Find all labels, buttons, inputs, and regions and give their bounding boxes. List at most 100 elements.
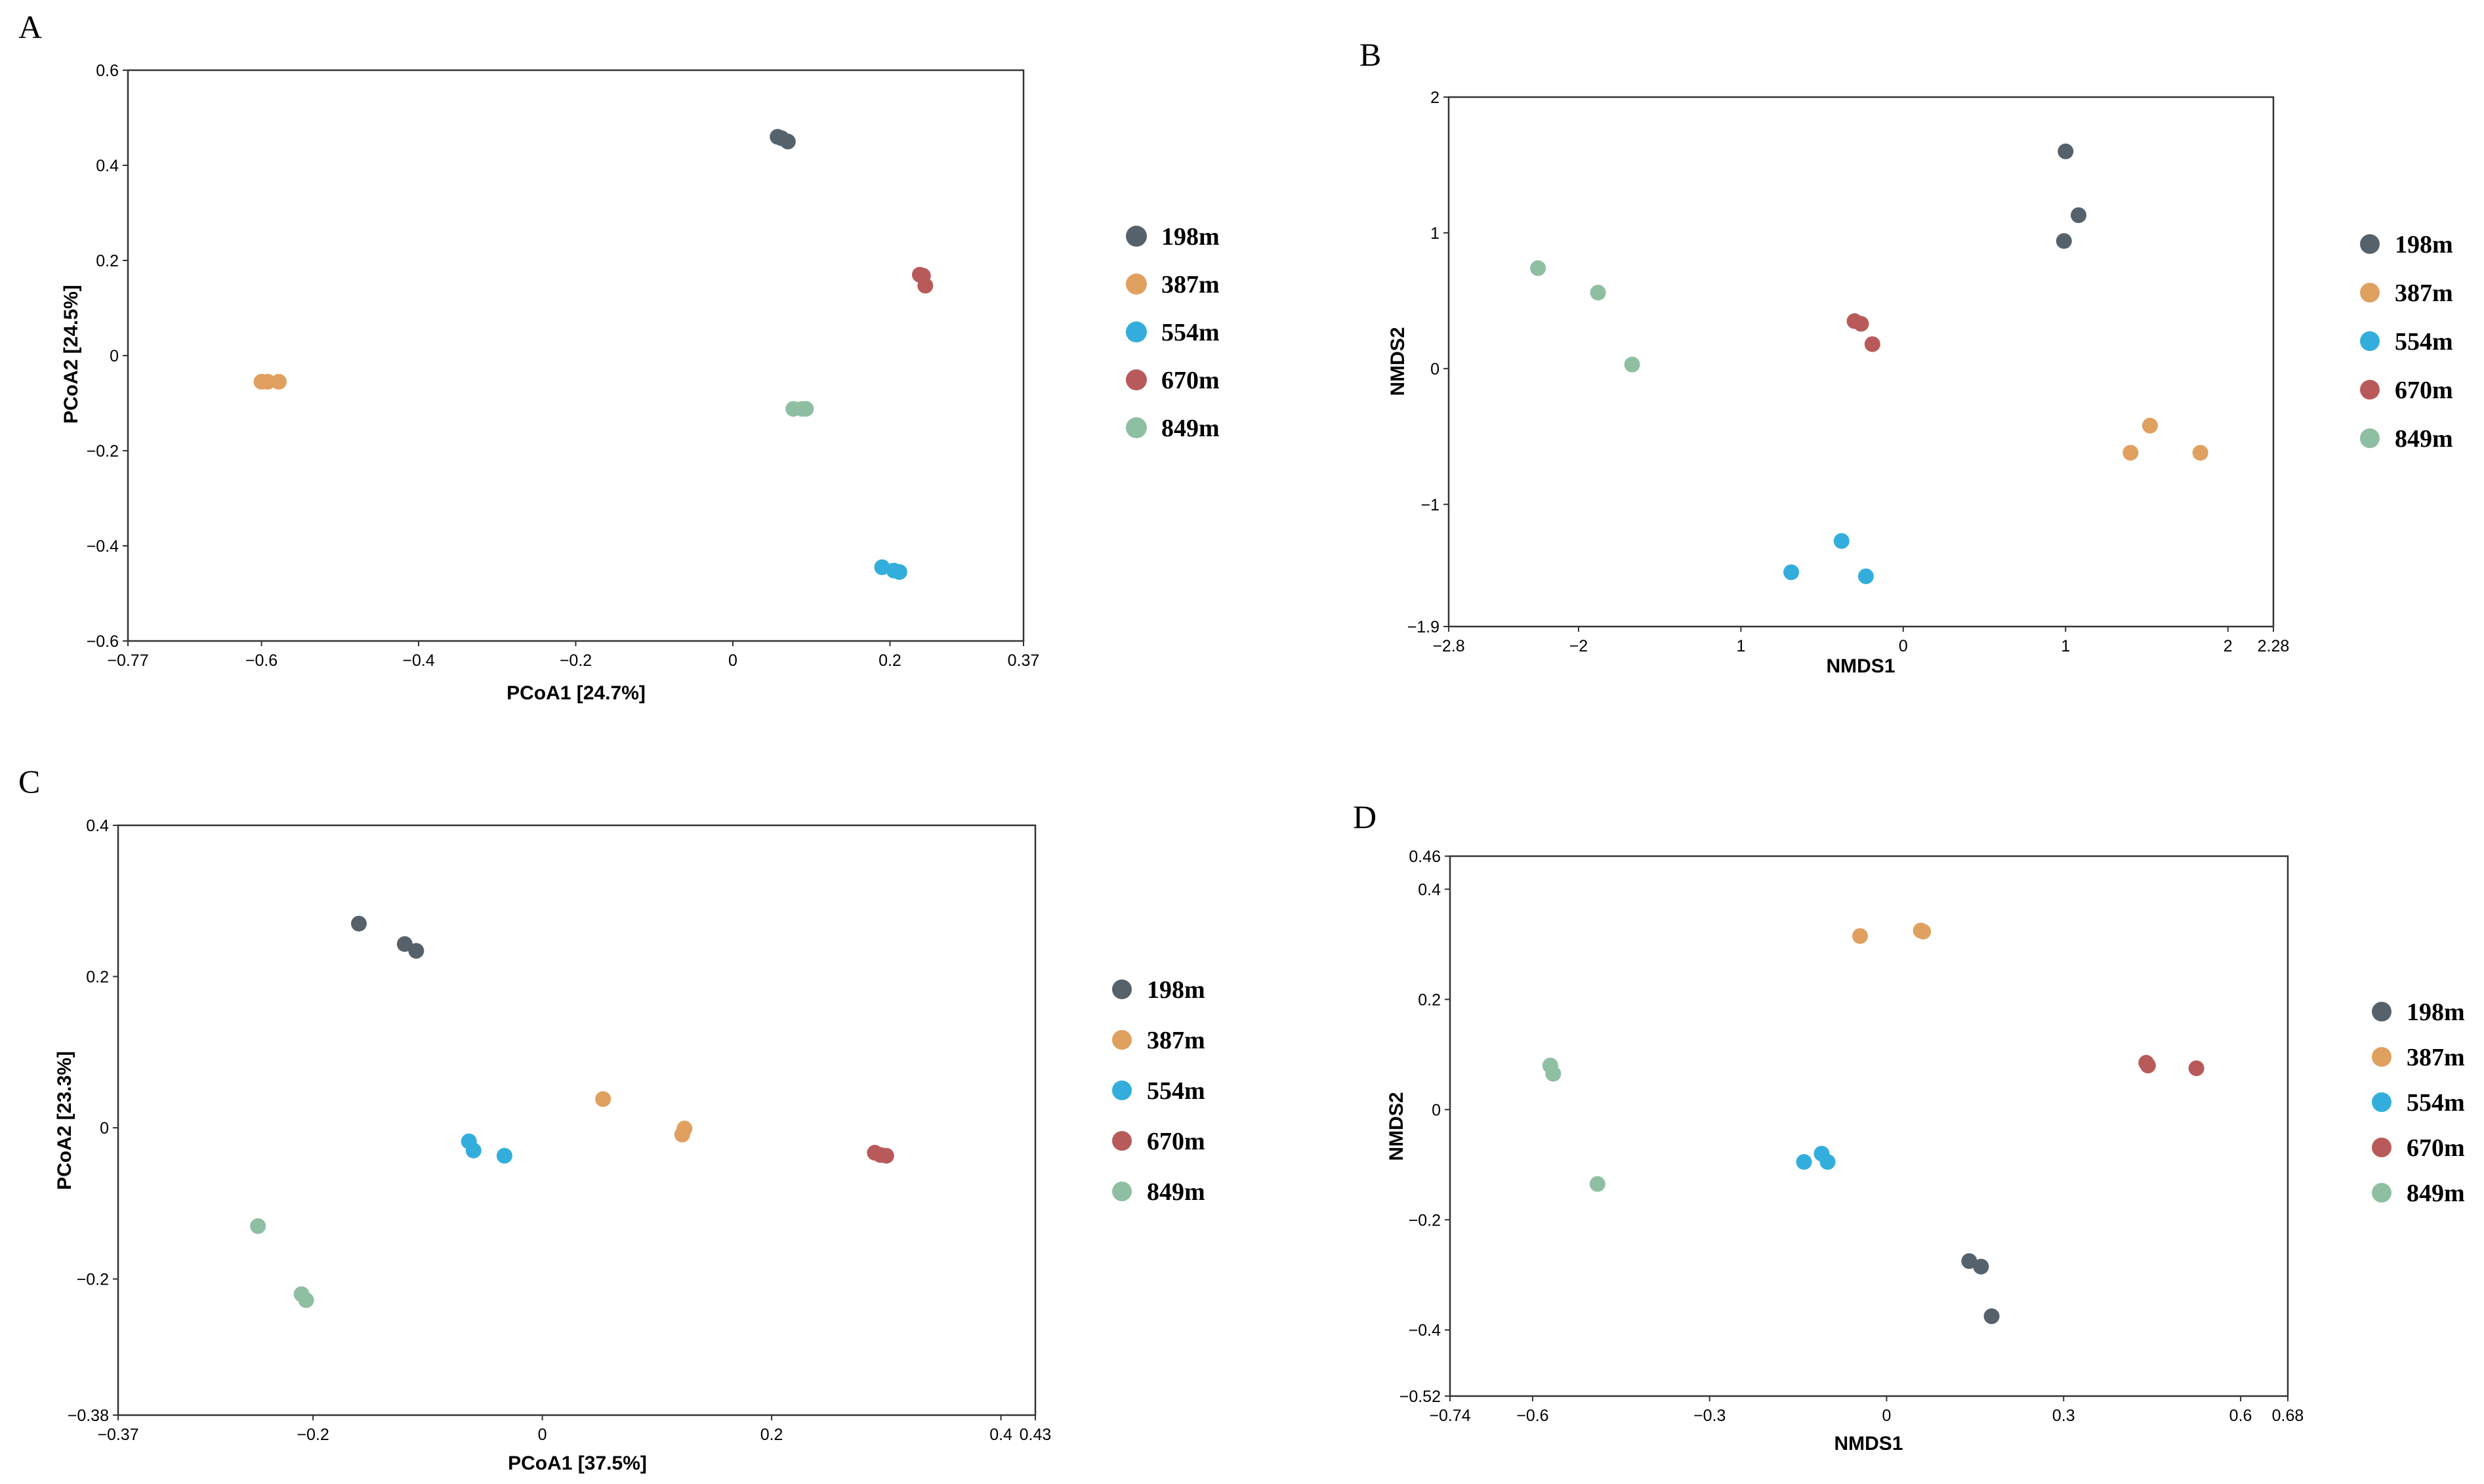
point-387m xyxy=(2192,445,2208,461)
legend-marker-198m xyxy=(1112,979,1132,999)
y-tick-label: 0.2 xyxy=(86,968,109,987)
y-tick-label: 0 xyxy=(110,347,119,365)
point-670m xyxy=(917,278,934,294)
legend-marker-554m xyxy=(2372,1092,2391,1112)
legend: 198m 387m 554m 670m 849m xyxy=(2360,231,2453,453)
legend-label-849m: 849m xyxy=(1161,415,1220,442)
legend-label-670m: 670m xyxy=(1161,367,1220,394)
panel-letter: A xyxy=(18,9,42,45)
x-tick-label: 1 xyxy=(2061,637,2070,655)
legend-label-849m: 849m xyxy=(1147,1178,1205,1206)
plot-frame xyxy=(1449,855,2289,1397)
point-198m xyxy=(408,943,424,959)
point-198m xyxy=(2071,207,2087,224)
point-554m xyxy=(1833,533,1850,549)
x-tick-label: 0.37 xyxy=(1008,651,1040,670)
legend-marker-387m xyxy=(1126,274,1147,295)
x-tick-label: 0 xyxy=(1899,637,1908,655)
x-axis-title: PCoA1 [24.7%] xyxy=(507,682,646,704)
point-387m xyxy=(260,373,276,390)
point-849m xyxy=(1530,260,1546,276)
legend-label-670m: 670m xyxy=(2407,1134,2465,1162)
x-tick-label: −0.6 xyxy=(245,651,278,670)
point-670m xyxy=(1864,336,1880,352)
y-tick-label: −0.4 xyxy=(87,537,119,556)
point-670m xyxy=(878,1147,894,1164)
point-198m xyxy=(1961,1253,1977,1269)
y-tick-label: 0 xyxy=(1432,1101,1441,1119)
point-387m xyxy=(595,1091,611,1107)
x-tick-label: 0.2 xyxy=(879,651,901,670)
legend-marker-670m xyxy=(2372,1138,2391,1157)
y-tick-label: −0.2 xyxy=(87,442,119,461)
y-axis-title: NMDS2 xyxy=(1387,327,1409,396)
legend: 198m 387m 554m 670m 849m xyxy=(1126,223,1220,442)
legend-label-554m: 554m xyxy=(2395,328,2453,356)
legend-marker-670m xyxy=(1112,1131,1132,1151)
legend-marker-849m xyxy=(1112,1182,1132,1201)
legend-label-554m: 554m xyxy=(2407,1089,2465,1117)
point-387m xyxy=(270,373,287,390)
panel-A: A−0.77 −0.6 −0.4 −0.2 0 0.2 0.370.60.40.20−0.2… xyxy=(18,9,1220,704)
y-tick-label: 0.2 xyxy=(1418,991,1441,1009)
legend-marker-670m xyxy=(2360,380,2380,400)
legend: 198m 387m 554m 670m 849m xyxy=(2372,999,2465,1207)
x-tick-label: 2 xyxy=(2224,637,2233,655)
y-tick-label: −0.2 xyxy=(77,1271,109,1289)
point-849m xyxy=(1589,1176,1605,1192)
x-tick-label: −0.3 xyxy=(1693,1407,1726,1425)
point-387m xyxy=(674,1126,690,1143)
point-849m xyxy=(250,1218,266,1234)
y-tick-label: 0 xyxy=(1430,360,1439,379)
point-554m xyxy=(1796,1154,1812,1170)
plot-frame xyxy=(117,824,1037,1416)
point-198m xyxy=(396,936,413,952)
x-tick-label: −0.2 xyxy=(560,651,592,670)
y-tick-label: −0.38 xyxy=(68,1407,109,1425)
legend-label-198m: 198m xyxy=(2395,231,2453,258)
panel-letter: D xyxy=(1353,798,1377,835)
legend-label-387m: 387m xyxy=(2407,1044,2465,1071)
y-tick-label: 0 xyxy=(100,1119,109,1138)
panel-letter: B xyxy=(1359,36,1381,73)
y-tick-label: −1.9 xyxy=(1407,618,1439,636)
x-tick-label: −0.2 xyxy=(297,1426,329,1444)
x-axis-title: NMDS1 xyxy=(1834,1433,1903,1454)
y-tick-label: −0.2 xyxy=(1409,1211,1441,1229)
legend-marker-554m xyxy=(1126,321,1147,342)
y-axis-title: PCoA2 [23.3%] xyxy=(54,1051,75,1190)
point-849m xyxy=(298,1292,314,1308)
point-198m xyxy=(779,133,796,150)
point-670m xyxy=(2188,1060,2205,1077)
legend-label-849m: 849m xyxy=(2407,1180,2465,1207)
x-tick-label: 0 xyxy=(728,651,737,670)
point-198m xyxy=(350,915,367,932)
x-tick-label: −0.6 xyxy=(1516,1407,1548,1425)
point-670m xyxy=(2140,1058,2156,1074)
y-tick-label: 0.4 xyxy=(1418,880,1441,899)
x-tick-label: 0.68 xyxy=(2272,1407,2304,1425)
y-tick-label: 0.6 xyxy=(96,62,119,80)
legend-marker-387m xyxy=(1112,1030,1132,1050)
point-198m xyxy=(1973,1258,1989,1275)
legend-marker-849m xyxy=(1126,417,1147,438)
plot-frame xyxy=(1447,96,2275,628)
panel-B: B −2.8 −2 1 0 1 2 2.28 2 1 0 −1 −1.9 NMDS1 NMDS2 198m 38… xyxy=(1359,36,2453,677)
x-tick-label: 2.28 xyxy=(2258,637,2290,655)
panel-C: C −0.37 −0.2 0 0.2 0.4 0.43 0.4 0.2 0 −0.2 −0.38 PCo… xyxy=(18,763,1205,1474)
legend-label-198m: 198m xyxy=(1161,223,1220,251)
point-849m xyxy=(1545,1065,1562,1082)
x-tick-label: −0.4 xyxy=(402,651,434,670)
legend-label-387m: 387m xyxy=(1147,1027,1205,1054)
x-tick-label: −0.77 xyxy=(107,651,148,670)
x-axis-title: NMDS1 xyxy=(1826,655,1895,677)
y-tick-label: −0.52 xyxy=(1399,1388,1441,1406)
panel-letter: C xyxy=(18,763,40,800)
x-tick-label: 1 xyxy=(1736,637,1745,655)
y-axis-title: NMDS2 xyxy=(1386,1092,1407,1161)
plot-frame xyxy=(127,69,1025,642)
legend-marker-387m xyxy=(2360,283,2380,302)
legend-label-554m: 554m xyxy=(1147,1077,1205,1105)
y-tick-label: −1 xyxy=(1420,496,1439,514)
x-tick-label: −0.74 xyxy=(1429,1407,1470,1425)
